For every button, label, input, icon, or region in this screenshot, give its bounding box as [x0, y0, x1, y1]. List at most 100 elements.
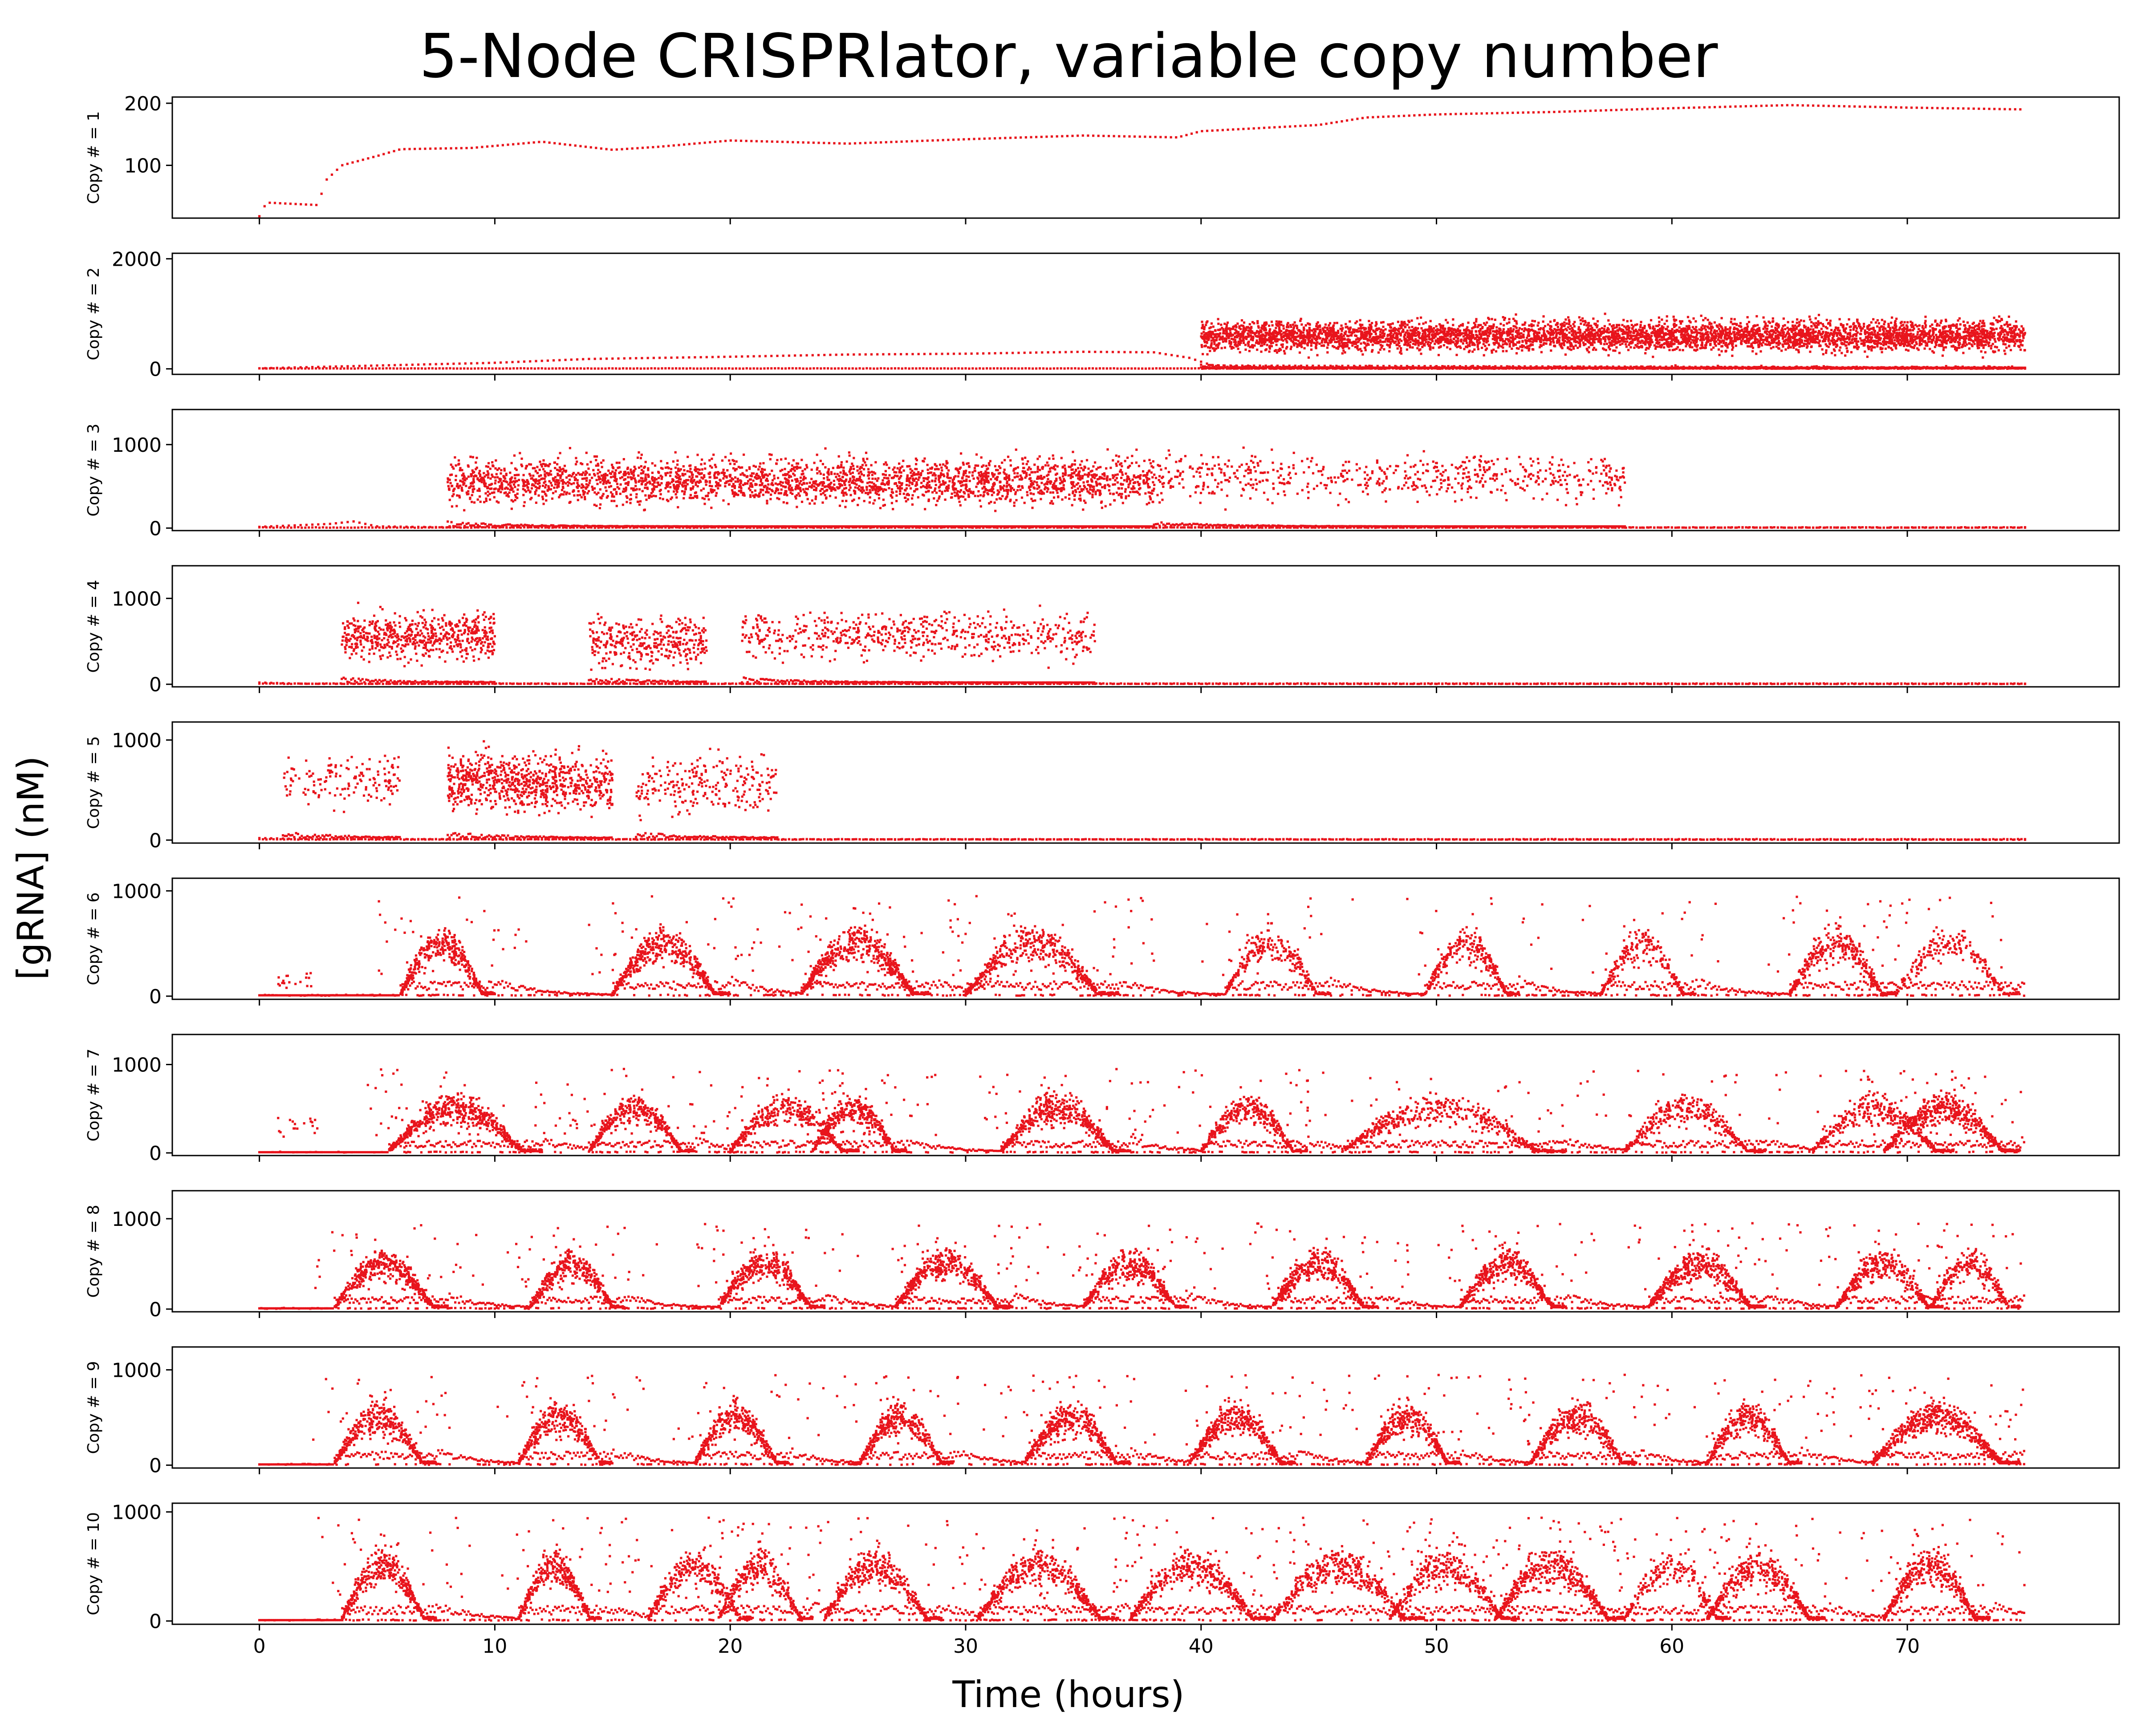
- data-point: [1494, 365, 1497, 368]
- data-point: [1906, 321, 1909, 324]
- data-point: [1590, 324, 1593, 327]
- data-point: [1721, 327, 1724, 330]
- data-point: [1300, 342, 1303, 345]
- data-point: [1774, 332, 1777, 334]
- data-point: [1704, 317, 1707, 320]
- data-point: [429, 363, 431, 365]
- data-point: [1970, 326, 1973, 329]
- data-point: [1328, 339, 1331, 342]
- data-point: [1873, 328, 1875, 331]
- data-point: [317, 365, 320, 368]
- data-point: [1052, 351, 1055, 353]
- data-point: [1441, 365, 1444, 368]
- data-point: [1931, 333, 1934, 337]
- data-point: [540, 360, 543, 362]
- data-point: [1417, 344, 1420, 347]
- data-point: [1844, 354, 1847, 357]
- data-point: [1991, 336, 1994, 339]
- data-point: [890, 141, 893, 143]
- data-point: [1200, 335, 1203, 338]
- data-point: [1066, 135, 1068, 138]
- data-point: [1354, 346, 1357, 349]
- data-point: [1965, 331, 1968, 333]
- data-point: [1923, 347, 1926, 350]
- data-point: [1227, 336, 1230, 338]
- data-point: [1796, 326, 1798, 329]
- data-point: [1564, 318, 1567, 321]
- data-point: [1317, 365, 1320, 367]
- data-point: [1484, 349, 1487, 351]
- data-point: [1455, 336, 1458, 338]
- data-point: [1394, 327, 1396, 329]
- data-point: [1319, 324, 1321, 327]
- data-point: [1695, 345, 1698, 348]
- data-point: [1349, 326, 1352, 329]
- data-point: [517, 142, 520, 145]
- data-point: [1893, 342, 1896, 345]
- data-point: [1381, 345, 1384, 347]
- data-point: [1981, 322, 1984, 324]
- data-point: [1982, 346, 1985, 349]
- data-point: [528, 142, 530, 144]
- data-point: [1289, 125, 1292, 128]
- data-point: [1949, 333, 1952, 335]
- data-point: [1763, 339, 1765, 341]
- data-point: [2008, 341, 2011, 343]
- data-point: [1251, 321, 1254, 324]
- data-point: [1695, 340, 1698, 343]
- data-point: [1678, 326, 1681, 329]
- panel-frame: [171, 96, 2120, 219]
- data-point: [1605, 330, 1607, 333]
- data-point: [1479, 341, 1481, 344]
- data-point: [1389, 342, 1392, 345]
- data-point: [1235, 341, 1237, 344]
- data-point: [882, 353, 885, 356]
- data-point: [1441, 330, 1444, 333]
- data-point: [1528, 324, 1531, 327]
- data-point: [1700, 329, 1703, 332]
- data-point: [1739, 322, 1742, 324]
- data-point: [1421, 345, 1424, 349]
- data-point: [1400, 324, 1403, 327]
- data-point: [1511, 330, 1514, 333]
- data-point: [906, 140, 908, 143]
- data-point: [1302, 331, 1304, 334]
- data-point: [1176, 355, 1179, 357]
- data-point: [1861, 339, 1864, 342]
- data-point: [1802, 329, 1804, 332]
- data-point: [2018, 328, 2020, 331]
- data-point: [1977, 347, 1979, 349]
- data-point: [1706, 319, 1709, 321]
- data-point: [294, 203, 297, 205]
- data-point: [1244, 344, 1247, 346]
- data-point: [1226, 321, 1229, 324]
- data-point: [346, 162, 349, 165]
- data-point: [1582, 365, 1585, 368]
- data-point: [1942, 349, 1945, 351]
- data-point: [1070, 351, 1073, 353]
- data-point: [1978, 335, 1980, 338]
- data-point: [1213, 333, 1216, 336]
- data-point: [1939, 339, 1942, 342]
- data-point: [1061, 135, 1064, 138]
- data-point: [1468, 345, 1471, 347]
- data-point: [570, 358, 573, 361]
- data-point: [1584, 321, 1587, 324]
- data-point: [1512, 344, 1515, 347]
- data-point: [362, 158, 364, 161]
- data-point: [1739, 333, 1741, 336]
- data-point: [1263, 323, 1266, 326]
- data-point: [1691, 326, 1694, 329]
- data-point: [1531, 320, 1534, 322]
- data-point: [1263, 329, 1266, 332]
- data-point: [1380, 328, 1382, 331]
- data-point: [1238, 325, 1241, 328]
- data-point: [1718, 336, 1720, 339]
- data-point: [1694, 320, 1697, 323]
- data-point: [1657, 324, 1659, 327]
- data-point: [1449, 348, 1451, 350]
- data-point: [1276, 365, 1279, 367]
- data-point: [1240, 324, 1243, 327]
- data-point: [1529, 343, 1532, 346]
- data-point: [1661, 325, 1663, 328]
